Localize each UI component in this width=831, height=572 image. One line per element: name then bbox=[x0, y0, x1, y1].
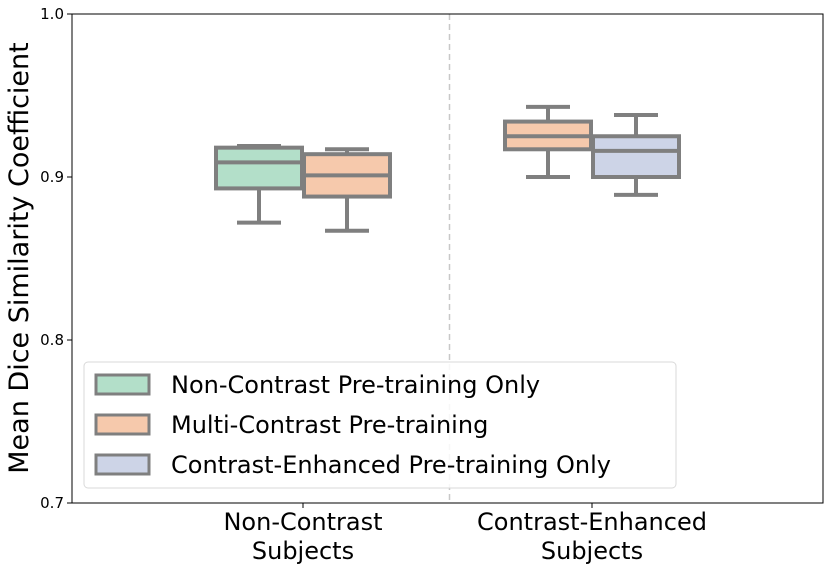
legend-frame bbox=[83, 361, 677, 489]
x-axis-category-labels: Non-ContrastSubjectsContrast-EnhancedSub… bbox=[223, 503, 707, 565]
y-axis-title: Mean Dice Similarity Coefficient bbox=[4, 42, 35, 473]
legend-entry-label: Non-Contrast Pre-training Only bbox=[171, 371, 540, 399]
y-tick-label: 0.9 bbox=[40, 168, 64, 186]
y-axis: 0.7 0.8 0.9 1.0 bbox=[40, 5, 824, 512]
plot-area bbox=[214, 14, 681, 503]
box-series-1-category-0 bbox=[302, 147, 392, 233]
legend-entry-label: Contrast-Enhanced Pre-training Only bbox=[171, 451, 611, 479]
iqr-box bbox=[214, 145, 304, 191]
category-label-line1: Contrast-Enhanced bbox=[477, 508, 707, 536]
category-label-line1: Non-Contrast bbox=[223, 508, 382, 536]
legend-swatch bbox=[94, 373, 151, 396]
y-tick-label: 1.0 bbox=[40, 5, 64, 23]
y-tick-label: 0.8 bbox=[40, 331, 64, 349]
plot-frame bbox=[71, 13, 824, 504]
iqr-box bbox=[591, 134, 681, 179]
legend-entry-label: Multi-Contrast Pre-training bbox=[171, 411, 488, 439]
legend: Non-Contrast Pre-training Only Multi-Cont… bbox=[83, 361, 677, 489]
box-series-2-category-1 bbox=[591, 113, 681, 197]
legend-swatch bbox=[94, 453, 151, 476]
y-tick-label: 0.7 bbox=[40, 494, 64, 512]
box-series-1-category-1 bbox=[503, 104, 593, 179]
category-label-line2: Subjects bbox=[252, 537, 354, 565]
category-label-line2: Subjects bbox=[541, 537, 643, 565]
box-series-0-category-0 bbox=[214, 144, 304, 225]
legend-swatch bbox=[94, 413, 151, 436]
